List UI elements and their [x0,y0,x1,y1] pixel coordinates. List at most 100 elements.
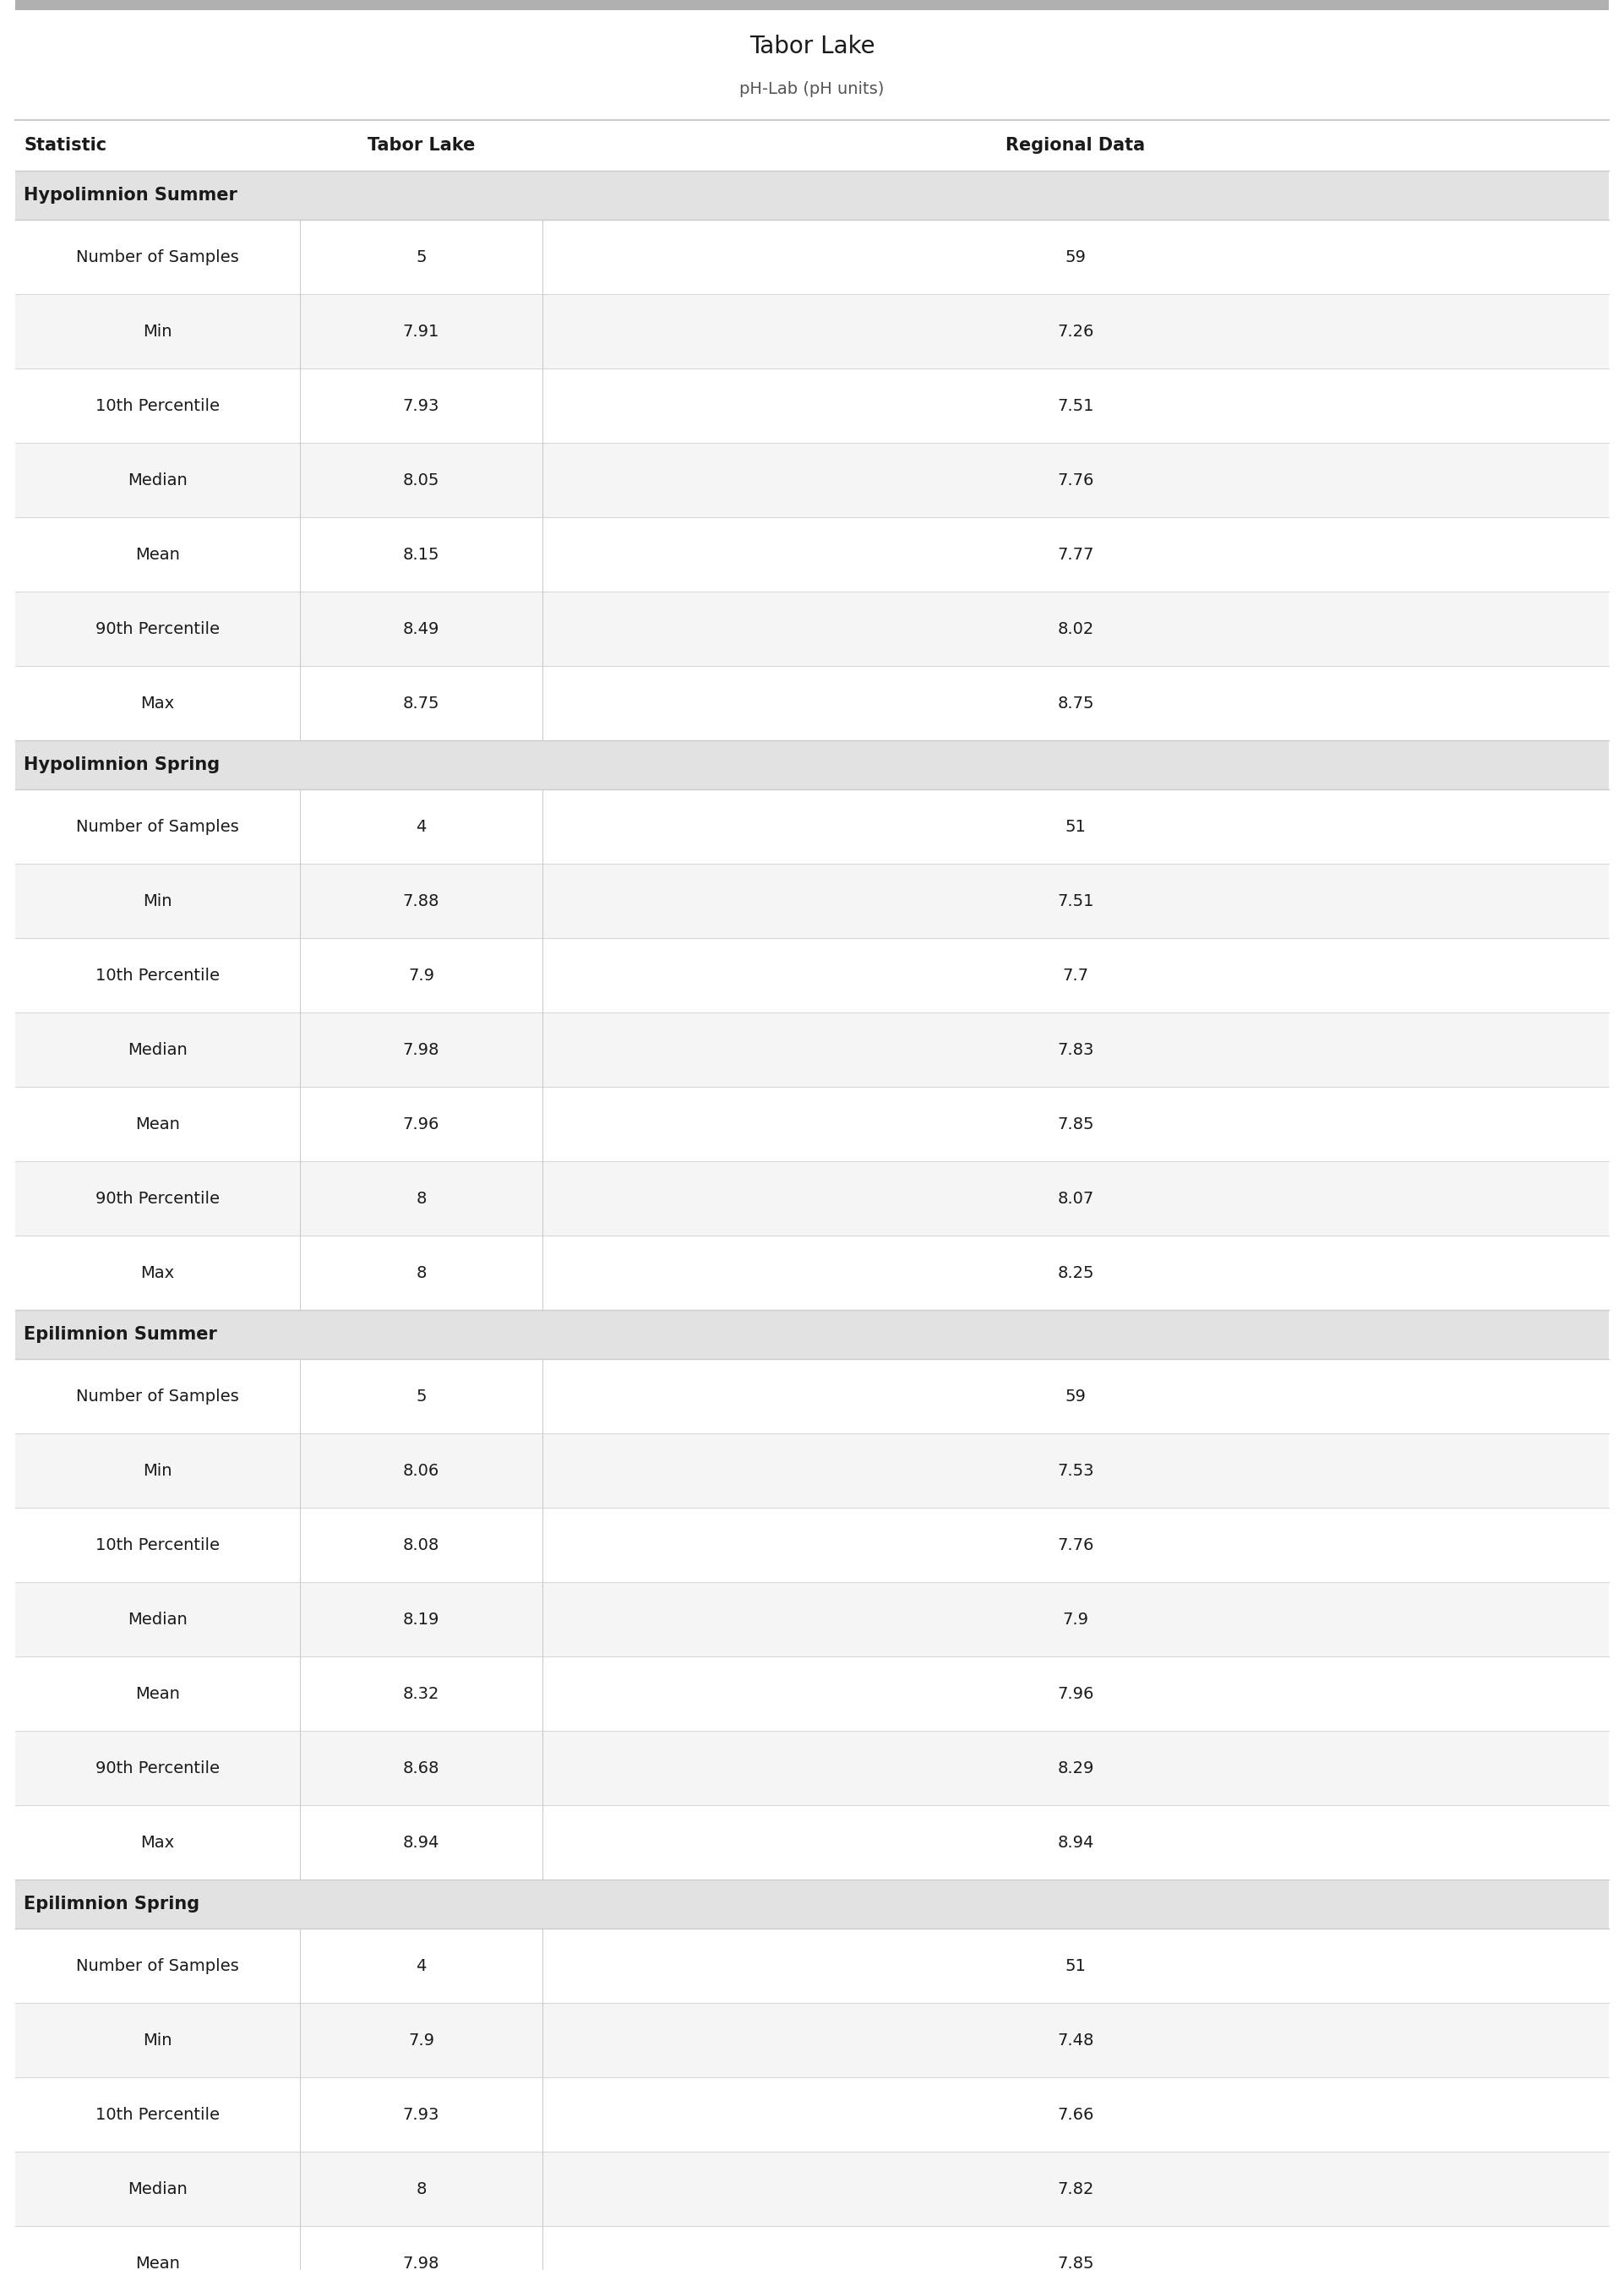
Text: 7.9: 7.9 [1062,1612,1088,1628]
Text: 7.91: 7.91 [403,322,440,338]
Bar [15,863,1609,938]
Text: 8.32: 8.32 [403,1687,440,1702]
Bar [15,1930,1609,2002]
Text: Number of Samples: Number of Samples [76,250,239,266]
Bar [15,518,1609,592]
Text: 7.93: 7.93 [403,2107,440,2122]
Text: Min: Min [143,322,172,338]
Text: 90th Percentile: 90th Percentile [96,1189,219,1205]
Text: Median: Median [128,2181,187,2197]
Text: 51: 51 [1065,819,1086,835]
Text: 51: 51 [1065,1957,1086,1975]
Text: 7.48: 7.48 [1057,2032,1095,2048]
Text: 90th Percentile: 90th Percentile [96,620,219,638]
Text: Median: Median [128,472,187,488]
Bar [15,1880,1609,1930]
Text: 7.88: 7.88 [403,892,440,908]
Text: Hypolimnion Spring: Hypolimnion Spring [24,756,219,774]
Text: 90th Percentile: 90th Percentile [96,1759,219,1775]
Text: Regional Data: Regional Data [1005,136,1145,154]
Text: 8.15: 8.15 [403,547,440,563]
Text: 7.96: 7.96 [403,1117,440,1133]
Text: 59: 59 [1065,250,1086,266]
Text: 7.76: 7.76 [1057,472,1095,488]
Text: 7.98: 7.98 [403,2254,440,2270]
Bar [15,1730,1609,1805]
Bar [15,740,1609,790]
Text: 7.9: 7.9 [408,2032,434,2048]
Text: 7.85: 7.85 [1057,1117,1095,1133]
Text: 8.19: 8.19 [403,1612,440,1628]
Text: 7.51: 7.51 [1057,892,1095,908]
Bar [15,368,1609,443]
Text: Max: Max [141,1834,174,1850]
Text: 7.76: 7.76 [1057,1537,1095,1553]
Text: pH-Lab (pH units): pH-Lab (pH units) [739,82,885,98]
Text: Hypolimnion Summer: Hypolimnion Summer [24,186,237,204]
Bar [15,2077,1609,2152]
Text: Number of Samples: Number of Samples [76,819,239,835]
Text: 7.66: 7.66 [1057,2107,1095,2122]
Text: Tabor Lake: Tabor Lake [367,136,476,154]
Text: 59: 59 [1065,1389,1086,1405]
Bar [15,220,1609,295]
Text: 8.07: 8.07 [1057,1189,1095,1205]
Bar [15,592,1609,665]
Bar [15,790,1609,863]
Text: Min: Min [143,892,172,908]
Text: 10th Percentile: 10th Percentile [96,967,219,983]
Bar [15,2227,1609,2270]
Text: 8: 8 [416,2181,427,2197]
Text: Max: Max [141,1264,174,1280]
Text: Epilimnion Spring: Epilimnion Spring [24,1895,200,1914]
Text: 8.94: 8.94 [403,1834,440,1850]
Bar [15,9,1609,120]
Text: 8.29: 8.29 [1057,1759,1095,1775]
Text: Mean: Mean [135,2254,180,2270]
Text: Median: Median [128,1042,187,1058]
Bar [15,1432,1609,1507]
Text: Statistic: Statistic [24,136,107,154]
Text: Min: Min [143,2032,172,2048]
Bar [15,0,1609,9]
Bar [15,1012,1609,1087]
Text: Mean: Mean [135,547,180,563]
Text: 8.08: 8.08 [403,1537,440,1553]
Text: Mean: Mean [135,1117,180,1133]
Text: Epilimnion Summer: Epilimnion Summer [24,1326,218,1344]
Text: 7.96: 7.96 [1057,1687,1095,1702]
Bar [15,120,1609,170]
Bar [15,938,1609,1012]
Text: Median: Median [128,1612,187,1628]
Text: 7.85: 7.85 [1057,2254,1095,2270]
Text: 10th Percentile: 10th Percentile [96,2107,219,2122]
Text: 7.7: 7.7 [1062,967,1088,983]
Text: 7.93: 7.93 [403,397,440,413]
Text: 8.05: 8.05 [403,472,440,488]
Text: 7.53: 7.53 [1057,1462,1095,1478]
Text: Max: Max [141,695,174,711]
Text: 4: 4 [416,819,427,835]
Text: 7.82: 7.82 [1057,2181,1095,2197]
Text: 7.9: 7.9 [408,967,434,983]
Text: 5: 5 [416,250,427,266]
Text: 8.75: 8.75 [403,695,440,711]
Text: 5: 5 [416,1389,427,1405]
Text: Mean: Mean [135,1687,180,1702]
Bar [15,665,1609,740]
Text: 7.51: 7.51 [1057,397,1095,413]
Text: 8.49: 8.49 [403,620,440,638]
Bar [15,1087,1609,1162]
Text: Number of Samples: Number of Samples [76,1389,239,1405]
Text: 10th Percentile: 10th Percentile [96,397,219,413]
Bar [15,1360,1609,1432]
Text: Min: Min [143,1462,172,1478]
Bar [15,443,1609,518]
Bar [15,1310,1609,1360]
Text: 10th Percentile: 10th Percentile [96,1537,219,1553]
Bar [15,2002,1609,2077]
Bar [15,1805,1609,1880]
Bar [15,1582,1609,1657]
Text: 8: 8 [416,1264,427,1280]
Bar [15,1162,1609,1235]
